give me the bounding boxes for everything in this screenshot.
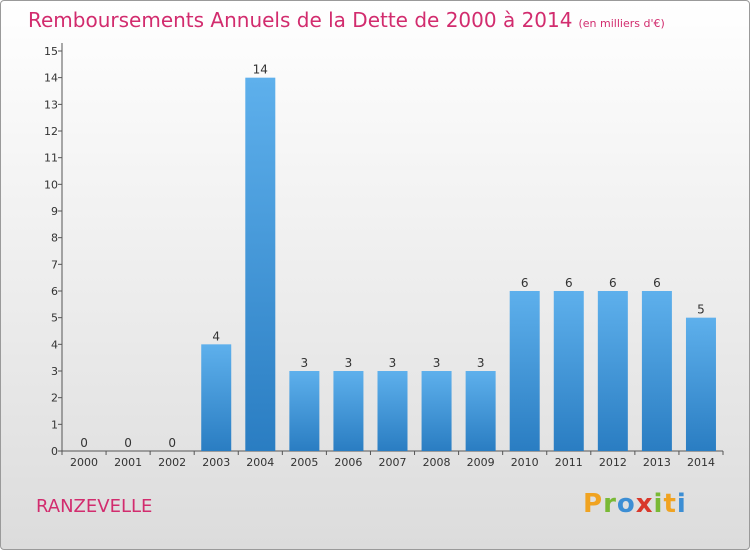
bar — [201, 344, 232, 451]
data-label: 6 — [521, 276, 529, 290]
data-label: 6 — [565, 276, 573, 290]
bar — [245, 77, 276, 452]
y-tick-label: 1 — [51, 418, 58, 431]
bar — [333, 371, 364, 451]
data-label: 14 — [253, 63, 268, 77]
bar — [685, 317, 716, 451]
data-label: 3 — [301, 356, 309, 370]
bar — [597, 291, 628, 451]
data-label: 3 — [345, 356, 353, 370]
bar — [465, 371, 496, 451]
y-tick-label: 15 — [44, 45, 58, 58]
y-tick-label: 10 — [44, 178, 58, 191]
chart-subtitle: (en milliers d'€) — [578, 17, 665, 30]
y-tick-label: 7 — [51, 258, 58, 271]
bar — [553, 291, 584, 451]
x-tick-label: 2012 — [599, 456, 627, 469]
y-tick-label: 8 — [51, 232, 58, 245]
x-tick-label: 2008 — [423, 456, 451, 469]
x-tick-label: 2001 — [114, 456, 142, 469]
x-tick-label: 2011 — [555, 456, 583, 469]
data-label: 6 — [609, 276, 617, 290]
x-tick-label: 2009 — [467, 456, 495, 469]
data-label: 0 — [124, 436, 132, 450]
y-tick-label: 4 — [51, 338, 58, 351]
y-tick-label: 2 — [51, 392, 58, 405]
x-tick-label: 2006 — [334, 456, 362, 469]
x-tick-label: 2004 — [246, 456, 274, 469]
x-tick-label: 2002 — [158, 456, 186, 469]
data-label: 6 — [653, 276, 661, 290]
bar — [377, 371, 408, 451]
bar — [509, 291, 540, 451]
x-tick-label: 2005 — [290, 456, 318, 469]
data-label: 3 — [389, 356, 397, 370]
y-tick-label: 3 — [51, 365, 58, 378]
y-tick-label: 14 — [44, 72, 58, 85]
data-label: 3 — [433, 356, 441, 370]
x-tick-label: 2003 — [202, 456, 230, 469]
data-label: 0 — [168, 436, 176, 450]
data-label: 3 — [477, 356, 485, 370]
y-tick-label: 13 — [44, 98, 58, 111]
x-tick-label: 2014 — [687, 456, 715, 469]
data-label: 4 — [212, 329, 220, 343]
x-tick-label: 2010 — [511, 456, 539, 469]
chart-title-text: Remboursements Annuels de la Dette de 20… — [28, 8, 573, 32]
y-tick-label: 0 — [51, 445, 58, 458]
chart-title: Remboursements Annuels de la Dette de 20… — [28, 8, 665, 32]
place-name: RANZEVELLE — [36, 496, 153, 517]
bar — [641, 291, 672, 451]
bar — [421, 371, 452, 451]
x-tick-label: 2007 — [379, 456, 407, 469]
data-label: 5 — [697, 303, 705, 317]
data-label: 0 — [80, 436, 88, 450]
x-tick-label: 2013 — [643, 456, 671, 469]
y-tick-label: 11 — [44, 152, 58, 165]
y-tick-label: 9 — [51, 205, 58, 218]
y-tick-label: 6 — [51, 285, 58, 298]
x-tick-label: 2000 — [70, 456, 98, 469]
bar — [289, 371, 320, 451]
y-tick-label: 12 — [44, 125, 58, 138]
y-tick-label: 5 — [51, 312, 58, 325]
proxiti-logo: Proxiti — [583, 489, 687, 519]
